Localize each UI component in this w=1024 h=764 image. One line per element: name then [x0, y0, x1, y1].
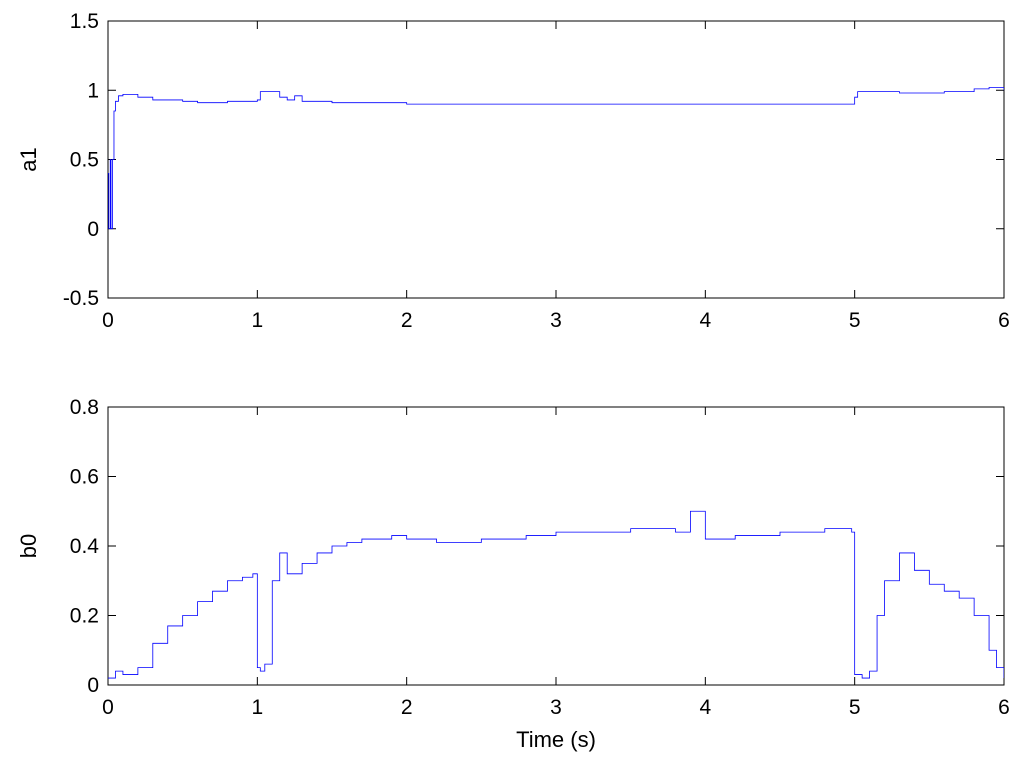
top-y-tick-label: 1	[87, 79, 99, 102]
top-series-line	[108, 87, 1004, 230]
bottom-x-tick-label: 5	[849, 696, 861, 719]
bottom-axes: 0 1 2 3 4 5 6 0 0.2 0.4 0.6 0.8 b0 Time (s)	[16, 396, 1010, 752]
top-x-tick-label: 6	[998, 309, 1010, 332]
top-y-tick-label: 1.5	[70, 10, 99, 33]
top-y-axis-label: a1	[16, 147, 41, 171]
bottom-x-axis-label: Time (s)	[516, 727, 596, 752]
bottom-x-tick-label: 6	[998, 696, 1010, 719]
top-axes-frame	[107, 20, 1005, 299]
bottom-y-tick-label: 0	[87, 674, 99, 697]
bottom-x-tick-label: 1	[251, 696, 263, 719]
bottom-x-tick-label: 0	[102, 696, 114, 719]
top-x-tick-label: 2	[401, 309, 413, 332]
bottom-x-tick-label: 3	[550, 696, 562, 719]
bottom-y-tick-label: 0.8	[70, 396, 99, 419]
top-y-tick-label: -0.5	[63, 287, 99, 310]
bottom-series-line	[108, 510, 1004, 679]
bottom-x-tick-label: 4	[699, 696, 711, 719]
bottom-x-tick-label: 2	[401, 696, 413, 719]
top-x-tick-label: 4	[699, 309, 711, 332]
top-x-tick-label: 0	[102, 309, 114, 332]
top-x-tick-label: 5	[849, 309, 861, 332]
bottom-y-tick-label: 0.6	[70, 466, 99, 489]
bottom-y-tick-label: 0.2	[70, 605, 99, 628]
bottom-y-axis-label: b0	[16, 534, 41, 558]
top-axes: 0 1 2 3 4 5 6-0.500.511.5a1	[16, 10, 1010, 332]
bottom-axes-frame	[107, 406, 1005, 686]
top-y-tick-label: 0	[87, 218, 99, 241]
top-y-tick-label: 0.5	[70, 149, 99, 172]
top-x-tick-label: 1	[251, 309, 263, 332]
bottom-y-tick-label: 0.4	[70, 535, 100, 558]
top-x-tick-label: 3	[550, 309, 562, 332]
